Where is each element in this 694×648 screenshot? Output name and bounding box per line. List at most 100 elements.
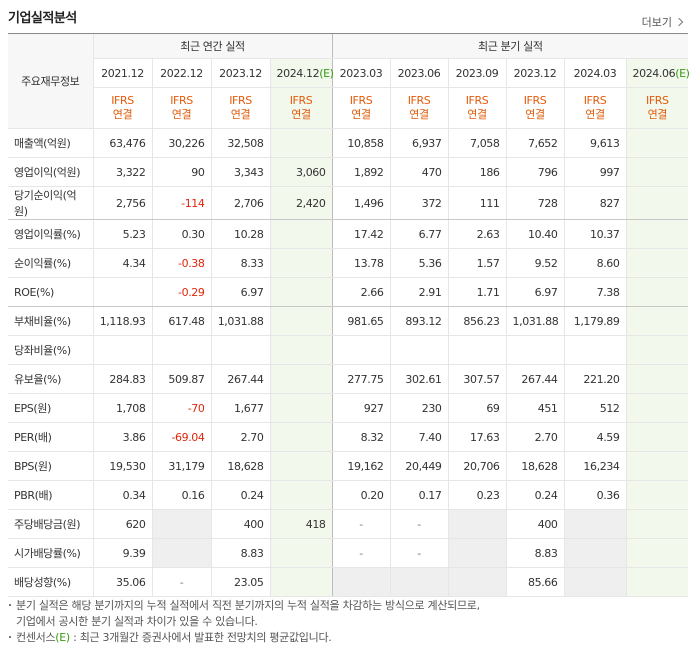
value-cell	[625, 422, 689, 452]
row-label: 당좌비율(%)	[8, 335, 93, 365]
value-cell: 7,652	[505, 128, 565, 158]
header-row: 주요재무정보 최근 연간 실적 최근 분기 실적	[8, 33, 689, 129]
basis-text: 연결	[409, 108, 429, 121]
data-row: 유보율(%) 284.83 509.87 267.44 277.75 302.61 307.…	[8, 364, 689, 394]
value-cell	[563, 509, 627, 539]
value-cell: 470	[389, 157, 449, 187]
value-cell	[151, 538, 211, 568]
value-cell: -0.38	[151, 248, 211, 278]
basis-text: 연결	[171, 108, 192, 121]
value-cell: -	[389, 509, 449, 539]
basis-text: 연결	[291, 108, 311, 121]
value-cell: 400	[505, 509, 565, 539]
value-cell: 85.66	[505, 567, 565, 597]
row-label: 배당성향(%)	[8, 567, 93, 597]
value-cell: 20,449	[389, 451, 449, 481]
basis-text: IFRS	[229, 94, 252, 107]
value-cell	[92, 335, 152, 365]
value-cell: 8.83	[505, 538, 565, 568]
value-cell: -	[331, 538, 391, 568]
basis-header: IFRS 연결	[269, 87, 333, 129]
value-cell	[269, 393, 333, 423]
value-cell: 997	[563, 157, 627, 187]
value-cell: 35.06	[92, 567, 152, 597]
value-cell: 2.70	[505, 422, 565, 452]
value-cell: 186	[447, 157, 507, 187]
row-label: 매출액(억원)	[8, 128, 93, 158]
row-label: PBR(배)	[8, 480, 93, 510]
value-cell: 9.39	[92, 538, 152, 568]
row-label: 주당배당금(원)	[8, 509, 93, 539]
value-cell: 13.78	[331, 248, 391, 278]
financial-table: 주요재무정보 최근 연간 실적 최근 분기 실적 2021.12 2022.12 2023…	[8, 33, 690, 597]
period-date: 2023.03	[339, 66, 383, 80]
value-cell	[269, 306, 333, 336]
value-cell	[92, 277, 152, 307]
value-cell: 221.20	[563, 364, 627, 394]
row-label: 영업이익률(%)	[8, 219, 93, 249]
header-row: 2021.12 2022.12 2023.12 2024.12(E) 2023.03 20…	[8, 58, 690, 88]
basis-text: 연결	[525, 108, 545, 121]
value-cell: 0.24	[210, 480, 270, 510]
value-cell: 0.17	[389, 480, 449, 510]
value-cell: 19,530	[92, 451, 152, 481]
basis-text: IFRS	[289, 94, 313, 107]
row-label: BPS(원)	[8, 451, 93, 481]
value-cell: 7,058	[447, 128, 507, 158]
value-cell: 69	[447, 393, 507, 423]
value-cell: 17.63	[447, 422, 507, 452]
period-header: 2023.12	[210, 58, 270, 88]
data-row: 시가배당률(%) 9.39 8.83 - - 8.83	[8, 538, 689, 568]
row-label: 영업이익(억원)	[8, 157, 93, 187]
value-cell: 7.40	[389, 422, 449, 452]
value-cell	[269, 335, 333, 365]
value-cell: 2.91	[389, 277, 449, 307]
row-label: EPS(원)	[8, 393, 93, 423]
value-cell	[625, 157, 689, 187]
value-cell: 19,162	[331, 451, 391, 481]
value-cell: 5.23	[92, 219, 152, 249]
value-cell: 1,892	[331, 157, 391, 187]
value-cell: 30,226	[151, 128, 211, 158]
row-label: 순이익률(%)	[8, 248, 93, 278]
value-cell: 23.05	[210, 567, 270, 597]
value-cell: 451	[505, 393, 565, 423]
period-date: 2024.03	[573, 66, 617, 80]
basis-text: IFRS	[170, 94, 193, 107]
period-header: 2024.06(E)	[625, 58, 690, 88]
period-header: 2024.03	[563, 58, 627, 88]
value-cell: 617.48	[151, 306, 211, 336]
more-link[interactable]: 더보기	[641, 14, 684, 30]
value-cell	[269, 451, 333, 481]
more-text[interactable]: 더보기	[641, 16, 672, 29]
value-cell: -0.29	[151, 277, 211, 307]
value-cell	[625, 128, 689, 158]
period-date: 2023.12	[513, 66, 557, 80]
value-cell: 16,234	[563, 451, 627, 481]
corner-cell: 주요재무정보	[8, 33, 93, 129]
basis-header: IFRS 연결	[331, 87, 391, 129]
value-cell	[151, 509, 211, 539]
basis-header: IFRS 연결	[389, 87, 449, 129]
value-cell: 8.60	[563, 248, 627, 278]
data-row: 주당배당금(원) 620 400 418- -400	[8, 509, 689, 539]
row-label: 유보율(%)	[8, 364, 93, 394]
value-cell: 6.97	[210, 277, 270, 307]
value-cell	[625, 451, 689, 481]
value-cell	[625, 393, 689, 423]
basis-text: IFRS	[407, 94, 431, 107]
value-cell: 284.83	[92, 364, 152, 394]
row-label: 부채비율(%)	[8, 306, 93, 336]
value-cell	[505, 335, 565, 365]
header-row: IFRS 연결 IFRS 연결 IFRS 연결 IFRS 연결 IFRS 연결 IFRS 연결 IFRS…	[8, 87, 689, 129]
value-cell: 9,613	[563, 128, 627, 158]
basis-text: 연결	[467, 108, 487, 121]
value-cell: 4.59	[563, 422, 627, 452]
value-cell: 796	[505, 157, 565, 187]
value-cell: 1,031.88	[505, 306, 565, 336]
row-label: ROE(%)	[8, 277, 93, 307]
value-cell: 20,706	[447, 451, 507, 481]
value-cell	[389, 567, 449, 597]
